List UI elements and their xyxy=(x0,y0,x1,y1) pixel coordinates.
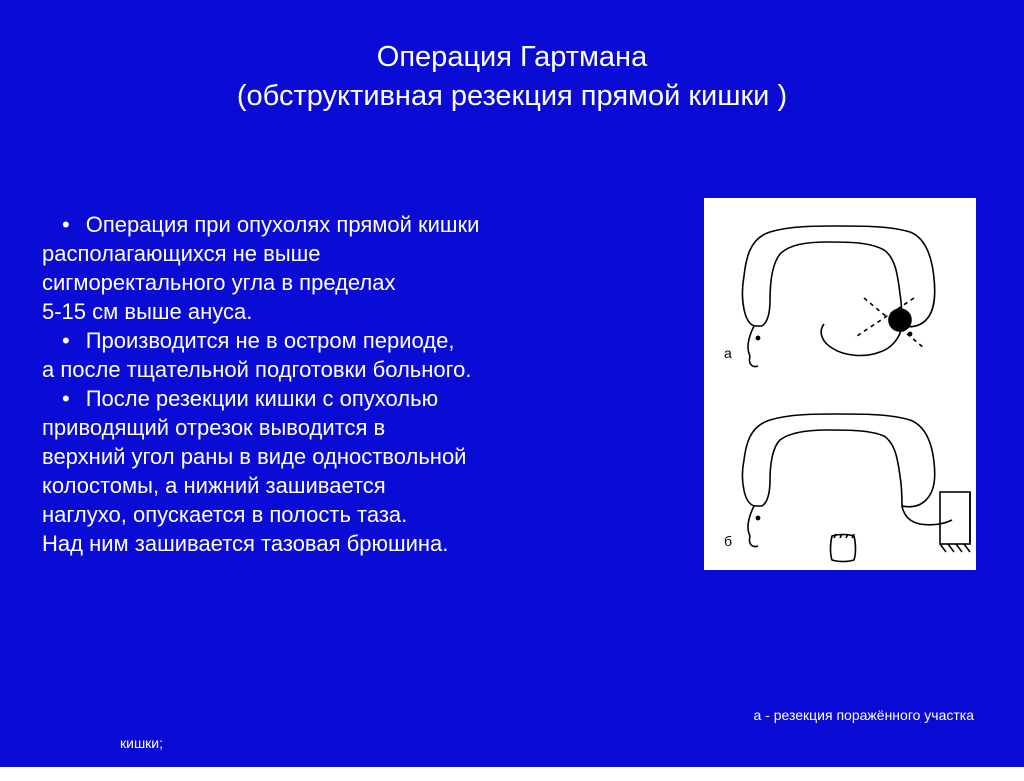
figure-label-b: б xyxy=(724,533,732,549)
caption-a-continued: кишки; xyxy=(120,735,163,751)
bullet-text: Операция при опухолях прямой кишки xyxy=(86,212,480,237)
title-line-1: Операция Гартмана xyxy=(0,38,1024,77)
slide-body: • Операция при опухолях прямой кишки расп… xyxy=(42,210,632,558)
bullet-1: • Операция при опухолях прямой кишки xyxy=(42,210,632,239)
bullet-line: 5-15 см выше ануса. xyxy=(42,297,632,326)
diagram-figure: а б xyxy=(704,198,976,570)
bullet-icon: • xyxy=(62,326,70,355)
bullet-line: приводящий отрезок выводится в xyxy=(42,413,632,442)
bullet-line: сигморектального угла в пределах xyxy=(42,268,632,297)
bullet-text: Производится не в остром периоде, xyxy=(86,328,455,353)
bullet-2: • Производится не в остром периоде, xyxy=(42,326,632,355)
bullet-line: колостомы, а нижний зашивается xyxy=(42,471,632,500)
bullet-line: а после тщательной подготовки больного. xyxy=(42,355,632,384)
colon-diagram-icon: а б xyxy=(704,198,976,570)
slide-title: Операция Гартмана (обструктивная резекци… xyxy=(0,38,1024,116)
bullet-line: располагающихся не выше xyxy=(42,239,632,268)
bullet-icon: • xyxy=(62,210,70,239)
bullet-line: верхний угол раны в виде одноствольной xyxy=(42,442,632,471)
bullet-line: наглухо, опускается в полость таза. xyxy=(42,500,632,529)
caption-b: б - формирование одноствольной колостомы xyxy=(679,765,975,781)
bullet-line: Над ним зашивается тазовая брюшина. xyxy=(42,529,632,558)
figure-label-a: а xyxy=(724,345,732,361)
title-line-2: (обструктивная резекция прямой кишки ) xyxy=(0,77,1024,116)
bullet-icon: • xyxy=(62,384,70,413)
bullet-3: • После резекции кишки с опухолью xyxy=(42,384,632,413)
slide: Операция Гартмана (обструктивная резекци… xyxy=(0,0,1024,767)
bullet-text: После резекции кишки с опухолью xyxy=(86,386,438,411)
caption-a: а - резекция поражённого участка xyxy=(754,707,975,723)
